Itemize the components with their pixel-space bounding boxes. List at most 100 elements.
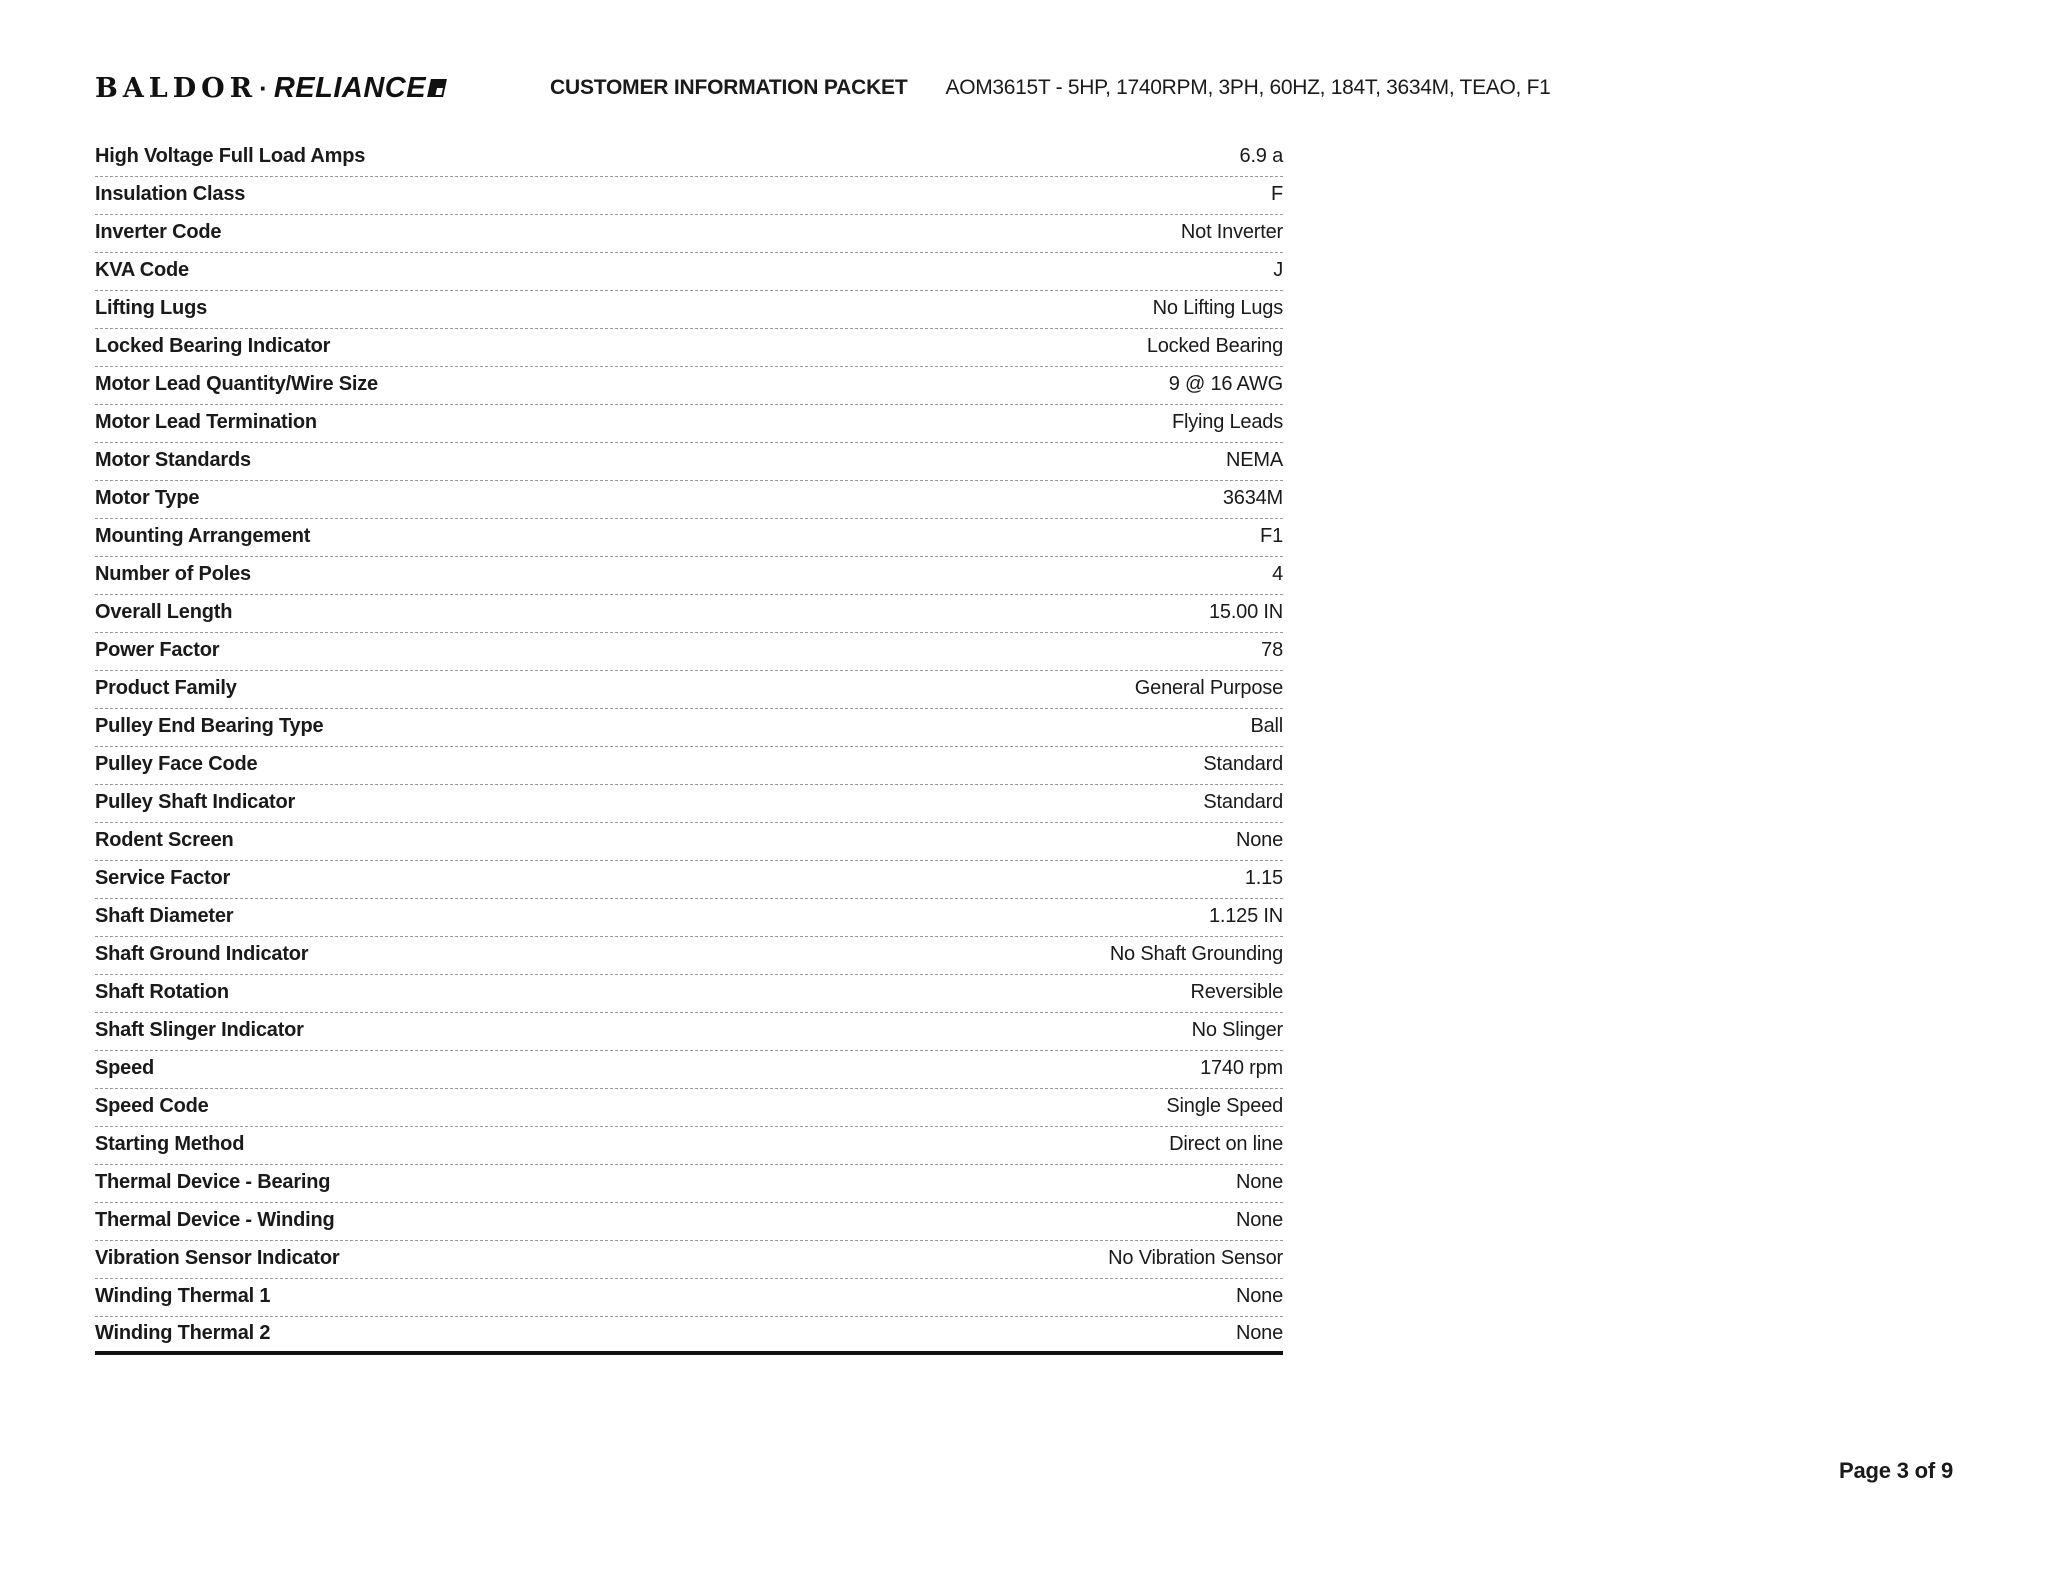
spec-label: Rodent Screen [95,829,234,851]
table-row: Shaft Diameter 1.125 IN [95,899,1283,937]
registered-trademark-icon [427,79,447,97]
spec-value: No Lifting Lugs [1152,297,1284,319]
table-row: Motor Type 3634M [95,481,1283,519]
table-row: Rodent Screen None [95,823,1283,861]
spec-label: Winding Thermal 2 [95,1321,271,1344]
spec-label: High Voltage Full Load Amps [95,145,366,167]
spec-label: Vibration Sensor Indicator [95,1247,340,1269]
spec-label: Insulation Class [95,183,246,205]
table-row: Motor Lead Termination Flying Leads [95,405,1283,443]
spec-value: J [1273,259,1283,281]
table-row: Lifting Lugs No Lifting Lugs [95,291,1283,329]
document-title: CUSTOMER INFORMATION PACKET [550,76,908,99]
spec-label: Mounting Arrangement [95,525,311,547]
spec-value: Reversible [1190,981,1284,1003]
table-row: Motor Lead Quantity/Wire Size 9 @ 16 AWG [95,367,1283,405]
spec-value: 78 [1261,639,1283,661]
spec-value: Single Speed [1166,1095,1283,1117]
table-row: Mounting Arrangement F1 [95,519,1283,557]
spec-label: Locked Bearing Indicator [95,335,331,357]
spec-label: KVA Code [95,259,189,281]
spec-value: 9 @ 16 AWG [1168,373,1283,395]
spec-value: Direct on line [1169,1133,1283,1155]
spec-value: Ball [1250,715,1283,737]
spec-label: Shaft Slinger Indicator [95,1019,304,1041]
table-row: Pulley Face Code Standard [95,747,1283,785]
spec-label: Starting Method [95,1133,245,1155]
spec-value: None [1235,1321,1283,1344]
product-description: AOM3615T - 5HP, 1740RPM, 3PH, 60HZ, 184T… [945,76,1551,99]
table-row: Pulley End Bearing Type Ball [95,709,1283,747]
table-row: Motor Standards NEMA [95,443,1283,481]
table-row: Speed 1740 rpm [95,1051,1283,1089]
table-row: Overall Length 15.00 IN [95,595,1283,633]
spec-value: No Slinger [1191,1019,1284,1041]
spec-label: Pulley Shaft Indicator [95,791,296,813]
spec-label: Pulley Face Code [95,753,258,775]
spec-value: Locked Bearing [1146,335,1283,357]
table-row: Shaft Ground Indicator No Shaft Groundin… [95,937,1283,975]
spec-value: 1740 rpm [1200,1057,1283,1079]
spec-value: Standard [1203,753,1283,775]
table-row: Vibration Sensor Indicator No Vibration … [95,1241,1283,1279]
table-row: Thermal Device - Winding None [95,1203,1283,1241]
spec-label: Motor Type [95,487,200,509]
spec-label: Overall Length [95,601,233,623]
table-row: Shaft Slinger Indicator No Slinger [95,1013,1283,1051]
spec-value: None [1235,829,1283,851]
spec-value: General Purpose [1134,677,1283,699]
spec-label: Motor Lead Quantity/Wire Size [95,373,378,395]
spec-value: None [1235,1171,1283,1193]
table-row: Power Factor 78 [95,633,1283,671]
spec-label: Lifting Lugs [95,297,208,319]
table-row: High Voltage Full Load Amps 6.9 a [95,139,1283,177]
spec-label: Service Factor [95,867,231,889]
spec-label: Shaft Ground Indicator [95,943,309,965]
spec-label: Thermal Device - Winding [95,1209,335,1231]
spec-value: 3634M [1222,487,1283,509]
table-row: Inverter Code Not Inverter [95,215,1283,253]
table-row: Winding Thermal 1 None [95,1279,1283,1317]
spec-table: High Voltage Full Load Amps 6.9 a Insula… [95,139,1283,1355]
spec-label: Inverter Code [95,221,222,243]
spec-value: Not Inverter [1180,221,1283,243]
spec-value: 1.15 [1244,867,1283,889]
spec-label: Product Family [95,677,237,699]
spec-label: Power Factor [95,639,220,661]
page-number: Page 3 of 9 [1839,1458,1953,1483]
spec-label: Speed Code [95,1095,209,1117]
spec-value: 4 [1272,563,1283,585]
spec-value: Standard [1203,791,1283,813]
spec-value: No Shaft Grounding [1109,943,1283,965]
page-header: BALDOR · RELIANCE CUSTOMER INFORMATION P… [95,68,1955,108]
table-row: Thermal Device - Bearing None [95,1165,1283,1203]
spec-label: Motor Lead Termination [95,411,317,433]
spec-label: Pulley End Bearing Type [95,715,324,737]
spec-label: Motor Standards [95,449,251,471]
logo-brand-reliance: RELIANCE [273,71,427,104]
logo-separator-dot: · [259,72,268,103]
spec-label: Speed [95,1057,155,1079]
spec-label: Shaft Rotation [95,981,229,1003]
spec-value: F1 [1260,525,1283,547]
table-row: Service Factor 1.15 [95,861,1283,899]
table-row: Product Family General Purpose [95,671,1283,709]
baldor-reliance-logo: BALDOR · RELIANCE [95,71,447,105]
table-row: Speed Code Single Speed [95,1089,1283,1127]
spec-label: Thermal Device - Bearing [95,1171,331,1193]
spec-value: 15.00 IN [1208,601,1283,623]
table-row: Locked Bearing Indicator Locked Bearing [95,329,1283,367]
spec-value: None [1235,1285,1283,1307]
spec-value: 1.125 IN [1208,905,1283,927]
logo-brand-baldor: BALDOR [95,72,258,104]
spec-value: NEMA [1226,449,1283,471]
spec-value: 6.9 a [1239,145,1284,167]
table-row: Winding Thermal 2 None [95,1317,1283,1355]
spec-label: Number of Poles [95,563,251,585]
spec-label: Winding Thermal 1 [95,1285,271,1307]
spec-value: No Vibration Sensor [1108,1247,1283,1269]
table-row: Pulley Shaft Indicator Standard [95,785,1283,823]
table-row: Starting Method Direct on line [95,1127,1283,1165]
table-row: Number of Poles 4 [95,557,1283,595]
